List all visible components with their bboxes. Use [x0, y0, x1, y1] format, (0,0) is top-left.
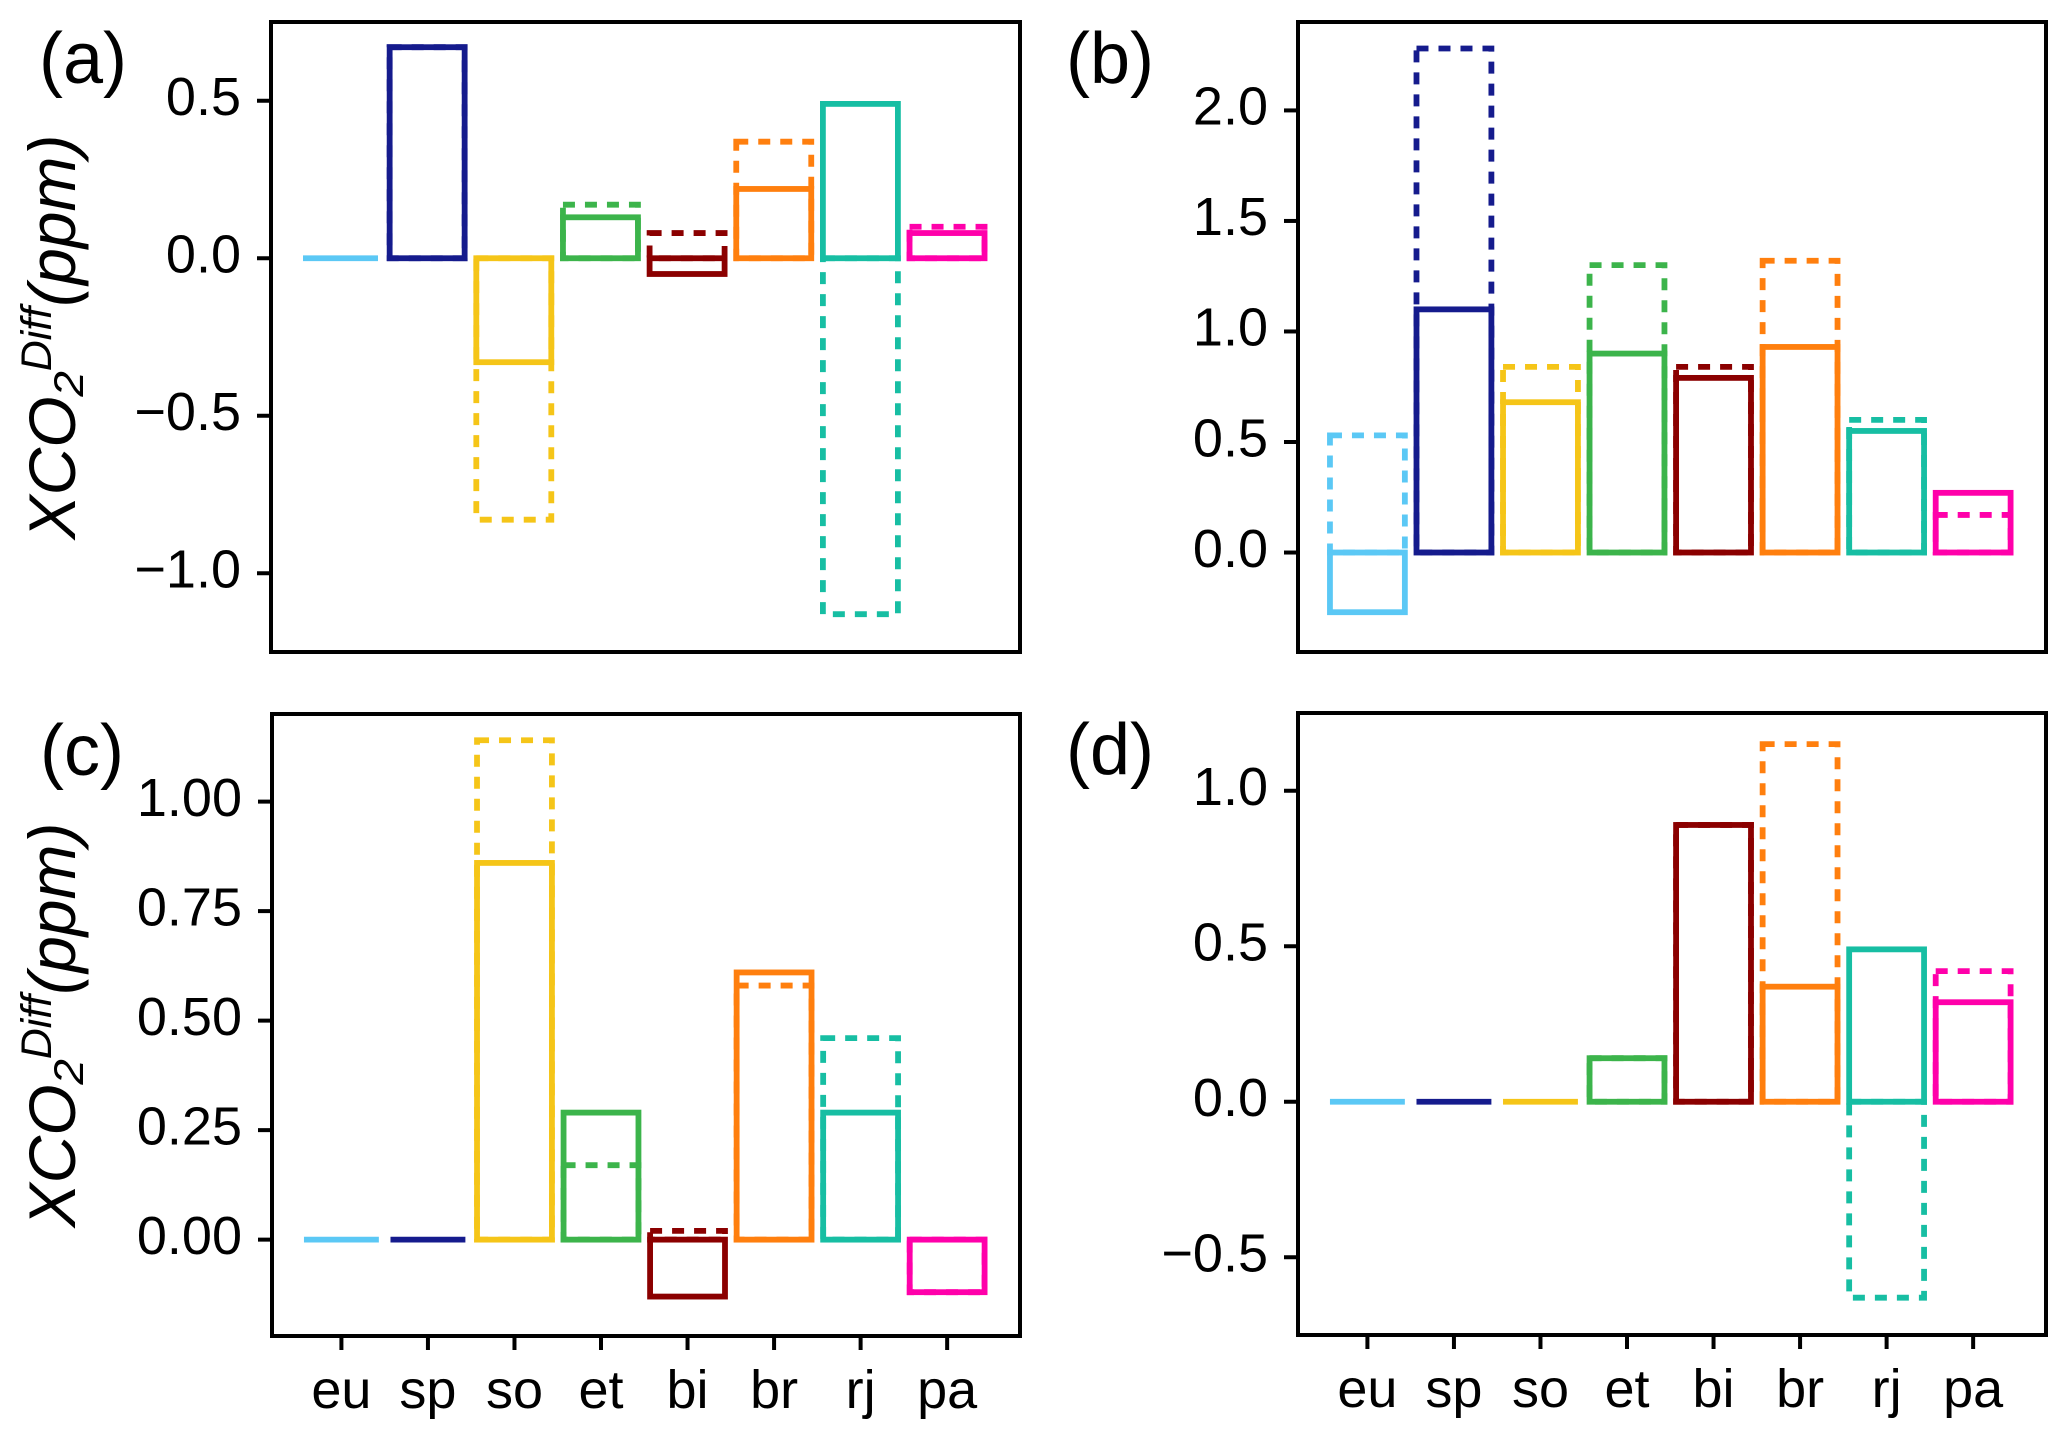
svg-text:0.5: 0.5 [1193, 913, 1268, 973]
svg-text:0.0: 0.0 [1193, 1068, 1268, 1128]
svg-text:0.25: 0.25 [137, 1096, 242, 1156]
svg-text:−0.5: −0.5 [134, 382, 241, 442]
svg-text:−0.5: −0.5 [1161, 1224, 1268, 1284]
svg-text:pa: pa [1943, 1359, 2004, 1419]
svg-text:1.0: 1.0 [1193, 298, 1268, 358]
svg-text:0.00: 0.00 [137, 1206, 242, 1266]
svg-text:sp: sp [1425, 1359, 1482, 1419]
svg-text:2.0: 2.0 [1193, 77, 1268, 137]
svg-text:0.5: 0.5 [1193, 408, 1268, 468]
svg-text:(d): (d) [1066, 710, 1154, 790]
svg-text:et: et [578, 1360, 623, 1420]
svg-text:eu: eu [311, 1360, 371, 1420]
svg-text:(b): (b) [1066, 19, 1154, 99]
svg-text:1.0: 1.0 [1193, 757, 1268, 817]
svg-text:rj: rj [1872, 1359, 1902, 1419]
svg-text:0.5: 0.5 [166, 67, 241, 127]
svg-text:sp: sp [399, 1360, 456, 1420]
svg-text:0.0: 0.0 [1193, 519, 1268, 579]
svg-text:0.50: 0.50 [137, 987, 242, 1047]
svg-text:1.5: 1.5 [1193, 187, 1268, 247]
svg-text:bi: bi [667, 1360, 709, 1420]
svg-text:so: so [1512, 1359, 1569, 1419]
svg-text:eu: eu [1337, 1359, 1397, 1419]
svg-text:rj: rj [846, 1360, 876, 1420]
svg-text:bi: bi [1693, 1359, 1735, 1419]
svg-text:0.0: 0.0 [166, 225, 241, 285]
svg-text:br: br [750, 1360, 798, 1420]
svg-text:so: so [486, 1360, 543, 1420]
svg-text:(c): (c) [40, 711, 124, 791]
svg-text:1.00: 1.00 [137, 768, 242, 828]
svg-text:et: et [1604, 1359, 1649, 1419]
svg-text:0.75: 0.75 [137, 877, 242, 937]
svg-text:pa: pa [917, 1360, 978, 1420]
svg-text:−1.0: −1.0 [134, 540, 241, 600]
svg-text:(a): (a) [39, 19, 127, 99]
svg-text:br: br [1776, 1359, 1824, 1419]
